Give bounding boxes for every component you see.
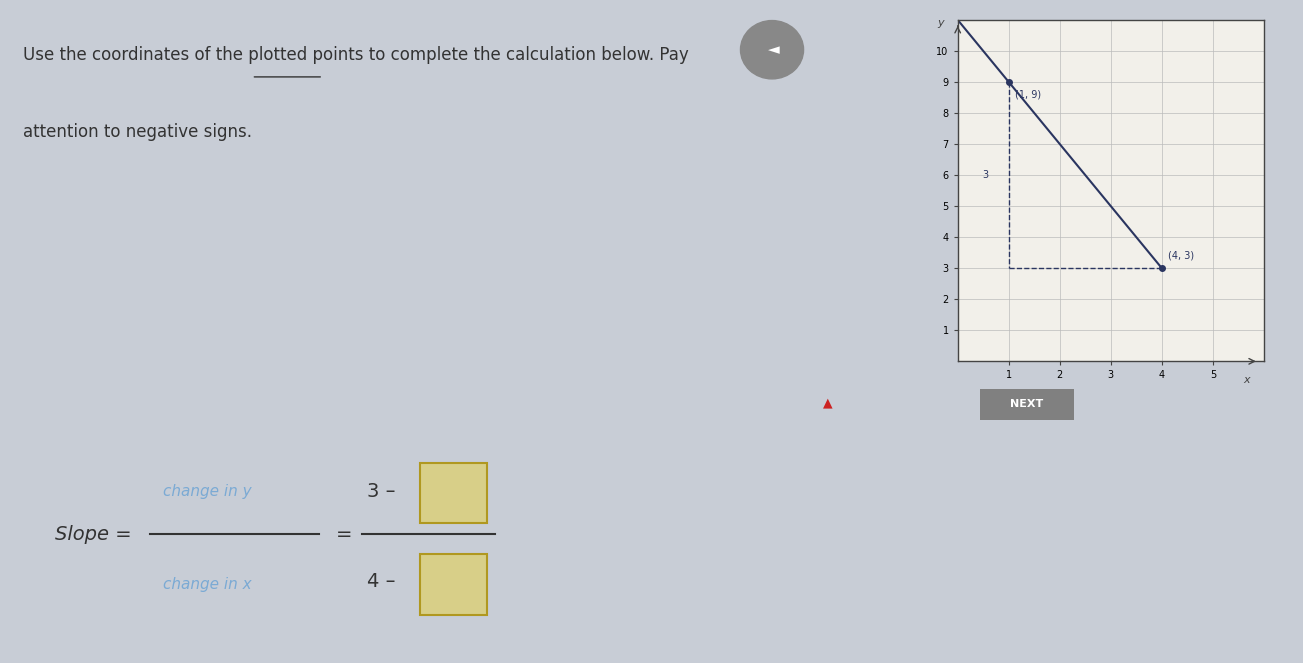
Text: 3: 3 — [982, 170, 989, 180]
Text: Slope =: Slope = — [55, 524, 132, 544]
Text: 3 –: 3 – — [367, 481, 396, 501]
Text: change in y: change in y — [163, 483, 251, 499]
Bar — [420, 463, 487, 523]
Text: =: = — [336, 524, 353, 544]
Text: 4 –: 4 – — [367, 572, 396, 591]
Text: NEXT: NEXT — [1010, 399, 1044, 410]
Text: y: y — [937, 18, 943, 28]
Bar — [420, 554, 487, 615]
Text: change in x: change in x — [163, 577, 251, 592]
Text: x: x — [1243, 375, 1250, 385]
Circle shape — [740, 21, 804, 79]
Text: attention to negative signs.: attention to negative signs. — [23, 123, 253, 141]
Text: ◄: ◄ — [767, 42, 779, 57]
Text: (1, 9): (1, 9) — [1015, 90, 1041, 99]
Text: (4, 3): (4, 3) — [1167, 251, 1194, 261]
Text: ▲: ▲ — [822, 396, 833, 409]
Bar — [980, 389, 1074, 420]
Text: Use the coordinates of the plotted points to complete the calculation below. Pay: Use the coordinates of the plotted point… — [23, 46, 689, 64]
